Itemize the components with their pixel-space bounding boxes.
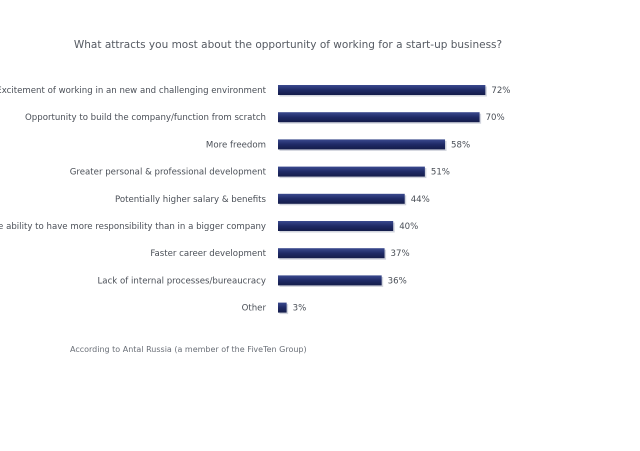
value-label: 36% [388, 276, 407, 286]
category-label: The ability to have more responsibility … [0, 222, 266, 232]
value-label: 70% [486, 113, 505, 123]
category-label: Opportunity to build the company/functio… [25, 113, 266, 123]
source-note: According to Antal Russia (a member of t… [70, 345, 307, 354]
bar [278, 221, 394, 231]
category-label: More freedom [206, 140, 266, 150]
chart-title: What attracts you most about the opportu… [73, 39, 503, 51]
category-label: Lack of internal processes/bureaucracy [98, 276, 266, 286]
bar [278, 112, 480, 123]
bar [278, 166, 425, 177]
category-label: Potentially higher salary & benefits [115, 195, 267, 205]
value-label: 72% [491, 86, 510, 96]
value-label: 58% [451, 140, 470, 150]
bar [278, 248, 385, 259]
bar [278, 193, 405, 204]
value-label: 44% [411, 195, 430, 205]
category-label: Excitement of working in an new and chal… [0, 86, 267, 96]
bar [278, 302, 287, 313]
value-label: 3% [293, 304, 307, 314]
category-label: Faster career development [150, 249, 266, 259]
bar [278, 139, 446, 150]
bar [278, 85, 486, 95]
category-label: Other [242, 304, 267, 314]
value-label: 40% [399, 222, 418, 232]
category-label: Greater personal & professional developm… [70, 168, 267, 178]
value-label: 37% [391, 249, 410, 259]
bar [278, 275, 382, 286]
value-label: 51% [431, 168, 450, 178]
